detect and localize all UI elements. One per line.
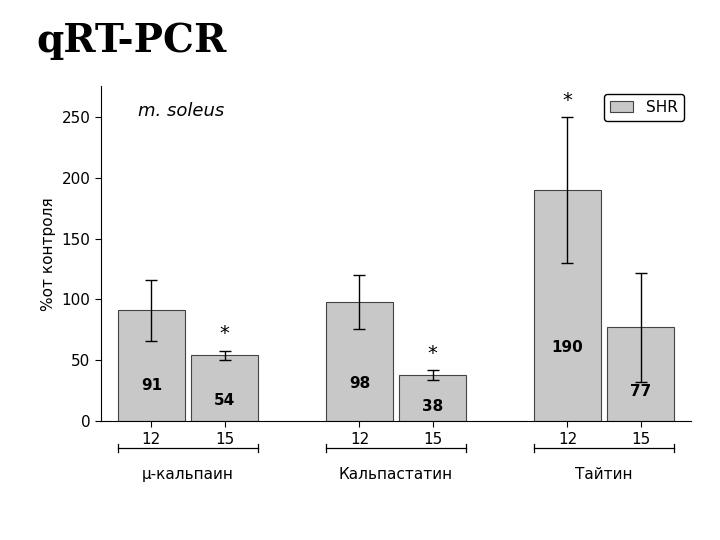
Text: 91: 91 [141,378,162,393]
Text: m. soleus: m. soleus [138,102,224,120]
Text: 98: 98 [348,375,370,390]
Text: Тайтин: Тайтин [575,468,633,482]
Text: *: * [220,325,230,343]
Text: 190: 190 [552,340,583,355]
Text: *: * [428,344,438,363]
Text: 38: 38 [422,399,444,414]
Bar [399,375,467,421]
Text: qRT-PCR: qRT-PCR [36,22,226,59]
Bar [534,190,601,421]
Text: *: * [562,91,572,110]
Text: 54: 54 [214,393,235,408]
Y-axis label: %от контроля: %от контроля [41,197,56,310]
Text: μ-кальпаин: μ-кальпаин [142,468,234,482]
Bar [191,355,258,421]
Bar [117,310,185,421]
Legend: SHR: SHR [604,94,683,122]
Text: 77: 77 [630,384,651,399]
Bar [325,302,393,421]
Bar [607,327,675,421]
Text: Кальпастатин: Кальпастатин [339,468,453,482]
